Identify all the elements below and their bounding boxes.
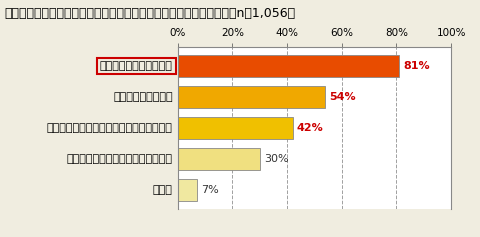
Bar <box>178 86 325 108</box>
Bar <box>178 55 399 77</box>
Text: そこで働いている人の職がなくなる: そこで働いている人の職がなくなる <box>67 154 173 164</box>
Text: 30%: 30% <box>264 154 288 164</box>
Text: 42%: 42% <box>297 123 324 133</box>
Text: 54%: 54% <box>329 92 356 102</box>
Bar <box>178 179 197 201</box>
Text: 防犯に役立っている: 防犯に役立っている <box>113 92 173 102</box>
Bar <box>178 117 292 139</box>
Text: 81%: 81% <box>403 61 430 71</box>
Text: 省エネの効果がどれだけあるか分からない: 省エネの効果がどれだけあるか分からない <box>47 123 173 133</box>
Text: コンビニの深夜営業規制に反対の理由は何ですか。（複数回答可）【n＝1,056】: コンビニの深夜営業規制に反対の理由は何ですか。（複数回答可）【n＝1,056】 <box>5 7 296 20</box>
Text: 7%: 7% <box>201 185 218 195</box>
Text: その他: その他 <box>153 185 173 195</box>
Bar <box>178 148 260 170</box>
Text: 買い物できないのは不便: 買い物できないのは不便 <box>100 61 173 71</box>
